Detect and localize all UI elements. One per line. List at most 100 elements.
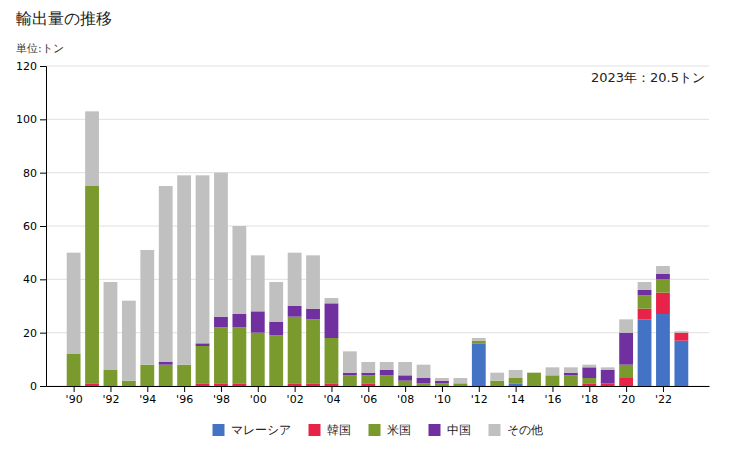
bar — [527, 372, 541, 373]
bar — [656, 314, 670, 386]
grid-line — [46, 119, 709, 120]
x-tick-label: '90 — [66, 393, 83, 406]
bar — [325, 338, 339, 383]
bar — [196, 343, 210, 346]
annotation: 2023年：20.5トン — [591, 70, 705, 85]
bar — [343, 373, 357, 376]
legend-label: 中国 — [447, 423, 471, 437]
bar — [325, 303, 339, 338]
y-axis-line — [40, 67, 47, 387]
x-tick: '16 — [544, 386, 561, 406]
bar — [343, 351, 357, 372]
bar — [361, 373, 375, 376]
bar — [306, 309, 320, 320]
bar — [582, 365, 596, 368]
x-tick-label: '92 — [102, 393, 119, 406]
bar — [490, 381, 504, 386]
bar — [325, 298, 339, 303]
y-tick-mark — [40, 279, 46, 280]
bar — [656, 293, 670, 314]
bar — [398, 381, 412, 386]
y-tick-label: 80 — [23, 167, 37, 180]
bar — [601, 383, 615, 386]
x-tick-label: '10 — [434, 393, 451, 406]
bar — [638, 295, 652, 308]
grid-line — [46, 226, 709, 227]
bar — [361, 375, 375, 383]
y-tick-label: 40 — [23, 273, 37, 286]
x-tick-label: '98 — [213, 393, 230, 406]
x-tick-label: '00 — [250, 393, 267, 406]
x-tick: '92 — [102, 386, 119, 406]
bar — [269, 282, 283, 322]
bar — [619, 333, 633, 365]
series — [67, 186, 670, 386]
bar — [674, 332, 688, 333]
y-tick: 60 — [23, 220, 46, 233]
bar — [196, 383, 210, 386]
x-tick-label: '12 — [471, 393, 488, 406]
x-tick-label: '06 — [360, 393, 377, 406]
x-tick: '10 — [434, 386, 451, 406]
bar — [85, 383, 99, 386]
bar — [674, 333, 688, 341]
bar — [509, 370, 523, 378]
x-tick-mark — [552, 386, 553, 392]
grid — [46, 66, 709, 386]
x-tick-mark — [368, 386, 369, 392]
bar — [601, 370, 615, 383]
x-tick-mark — [184, 386, 185, 392]
legend-swatch — [489, 424, 501, 436]
legend-label: 韓国 — [327, 423, 351, 437]
bar — [656, 266, 670, 274]
bar — [674, 332, 688, 333]
legend-item: 韓国 — [309, 423, 351, 437]
legend-swatch — [309, 424, 321, 436]
bar — [196, 175, 210, 343]
bar — [251, 333, 265, 386]
bar — [453, 378, 467, 383]
bar — [619, 319, 633, 332]
x-tick: '20 — [618, 386, 635, 406]
y-tick-label: 100 — [16, 113, 37, 126]
grid-line — [46, 66, 709, 67]
x-tick-label: '16 — [544, 393, 561, 406]
bar — [85, 186, 99, 383]
bar — [435, 378, 449, 381]
x-tick-label: '02 — [287, 393, 304, 406]
x-tick: '04 — [323, 386, 340, 406]
y-tick: 0 — [30, 380, 46, 393]
bar — [67, 354, 81, 386]
bar — [619, 365, 633, 378]
bar — [196, 346, 210, 383]
x-tick-mark — [516, 386, 517, 392]
y-tick: 120 — [16, 60, 46, 73]
x-tick: '00 — [250, 386, 267, 406]
bar — [140, 365, 154, 386]
x-tick-mark — [258, 386, 259, 392]
bar — [159, 362, 173, 365]
x-tick-label: '14 — [508, 393, 525, 406]
x-tick-mark — [147, 386, 148, 392]
y-tick-mark — [40, 333, 46, 334]
bar — [656, 279, 670, 292]
y-tick-label: 20 — [23, 327, 37, 340]
bar — [417, 378, 431, 383]
y-tick-mark — [40, 66, 46, 67]
bar — [380, 375, 394, 386]
bar — [269, 322, 283, 335]
bar — [214, 317, 228, 328]
grid-line — [46, 172, 709, 173]
bar — [674, 341, 688, 386]
x-tick-mark — [74, 386, 75, 392]
x-tick-mark — [110, 386, 111, 392]
x-tick-mark — [663, 386, 664, 392]
x-tick: '94 — [139, 386, 156, 406]
y-tick: 80 — [23, 167, 46, 180]
bar — [527, 372, 541, 373]
bar — [85, 111, 99, 186]
bar — [398, 362, 412, 375]
bar — [435, 383, 449, 386]
bar — [453, 383, 467, 386]
y-tick-mark — [40, 119, 46, 120]
